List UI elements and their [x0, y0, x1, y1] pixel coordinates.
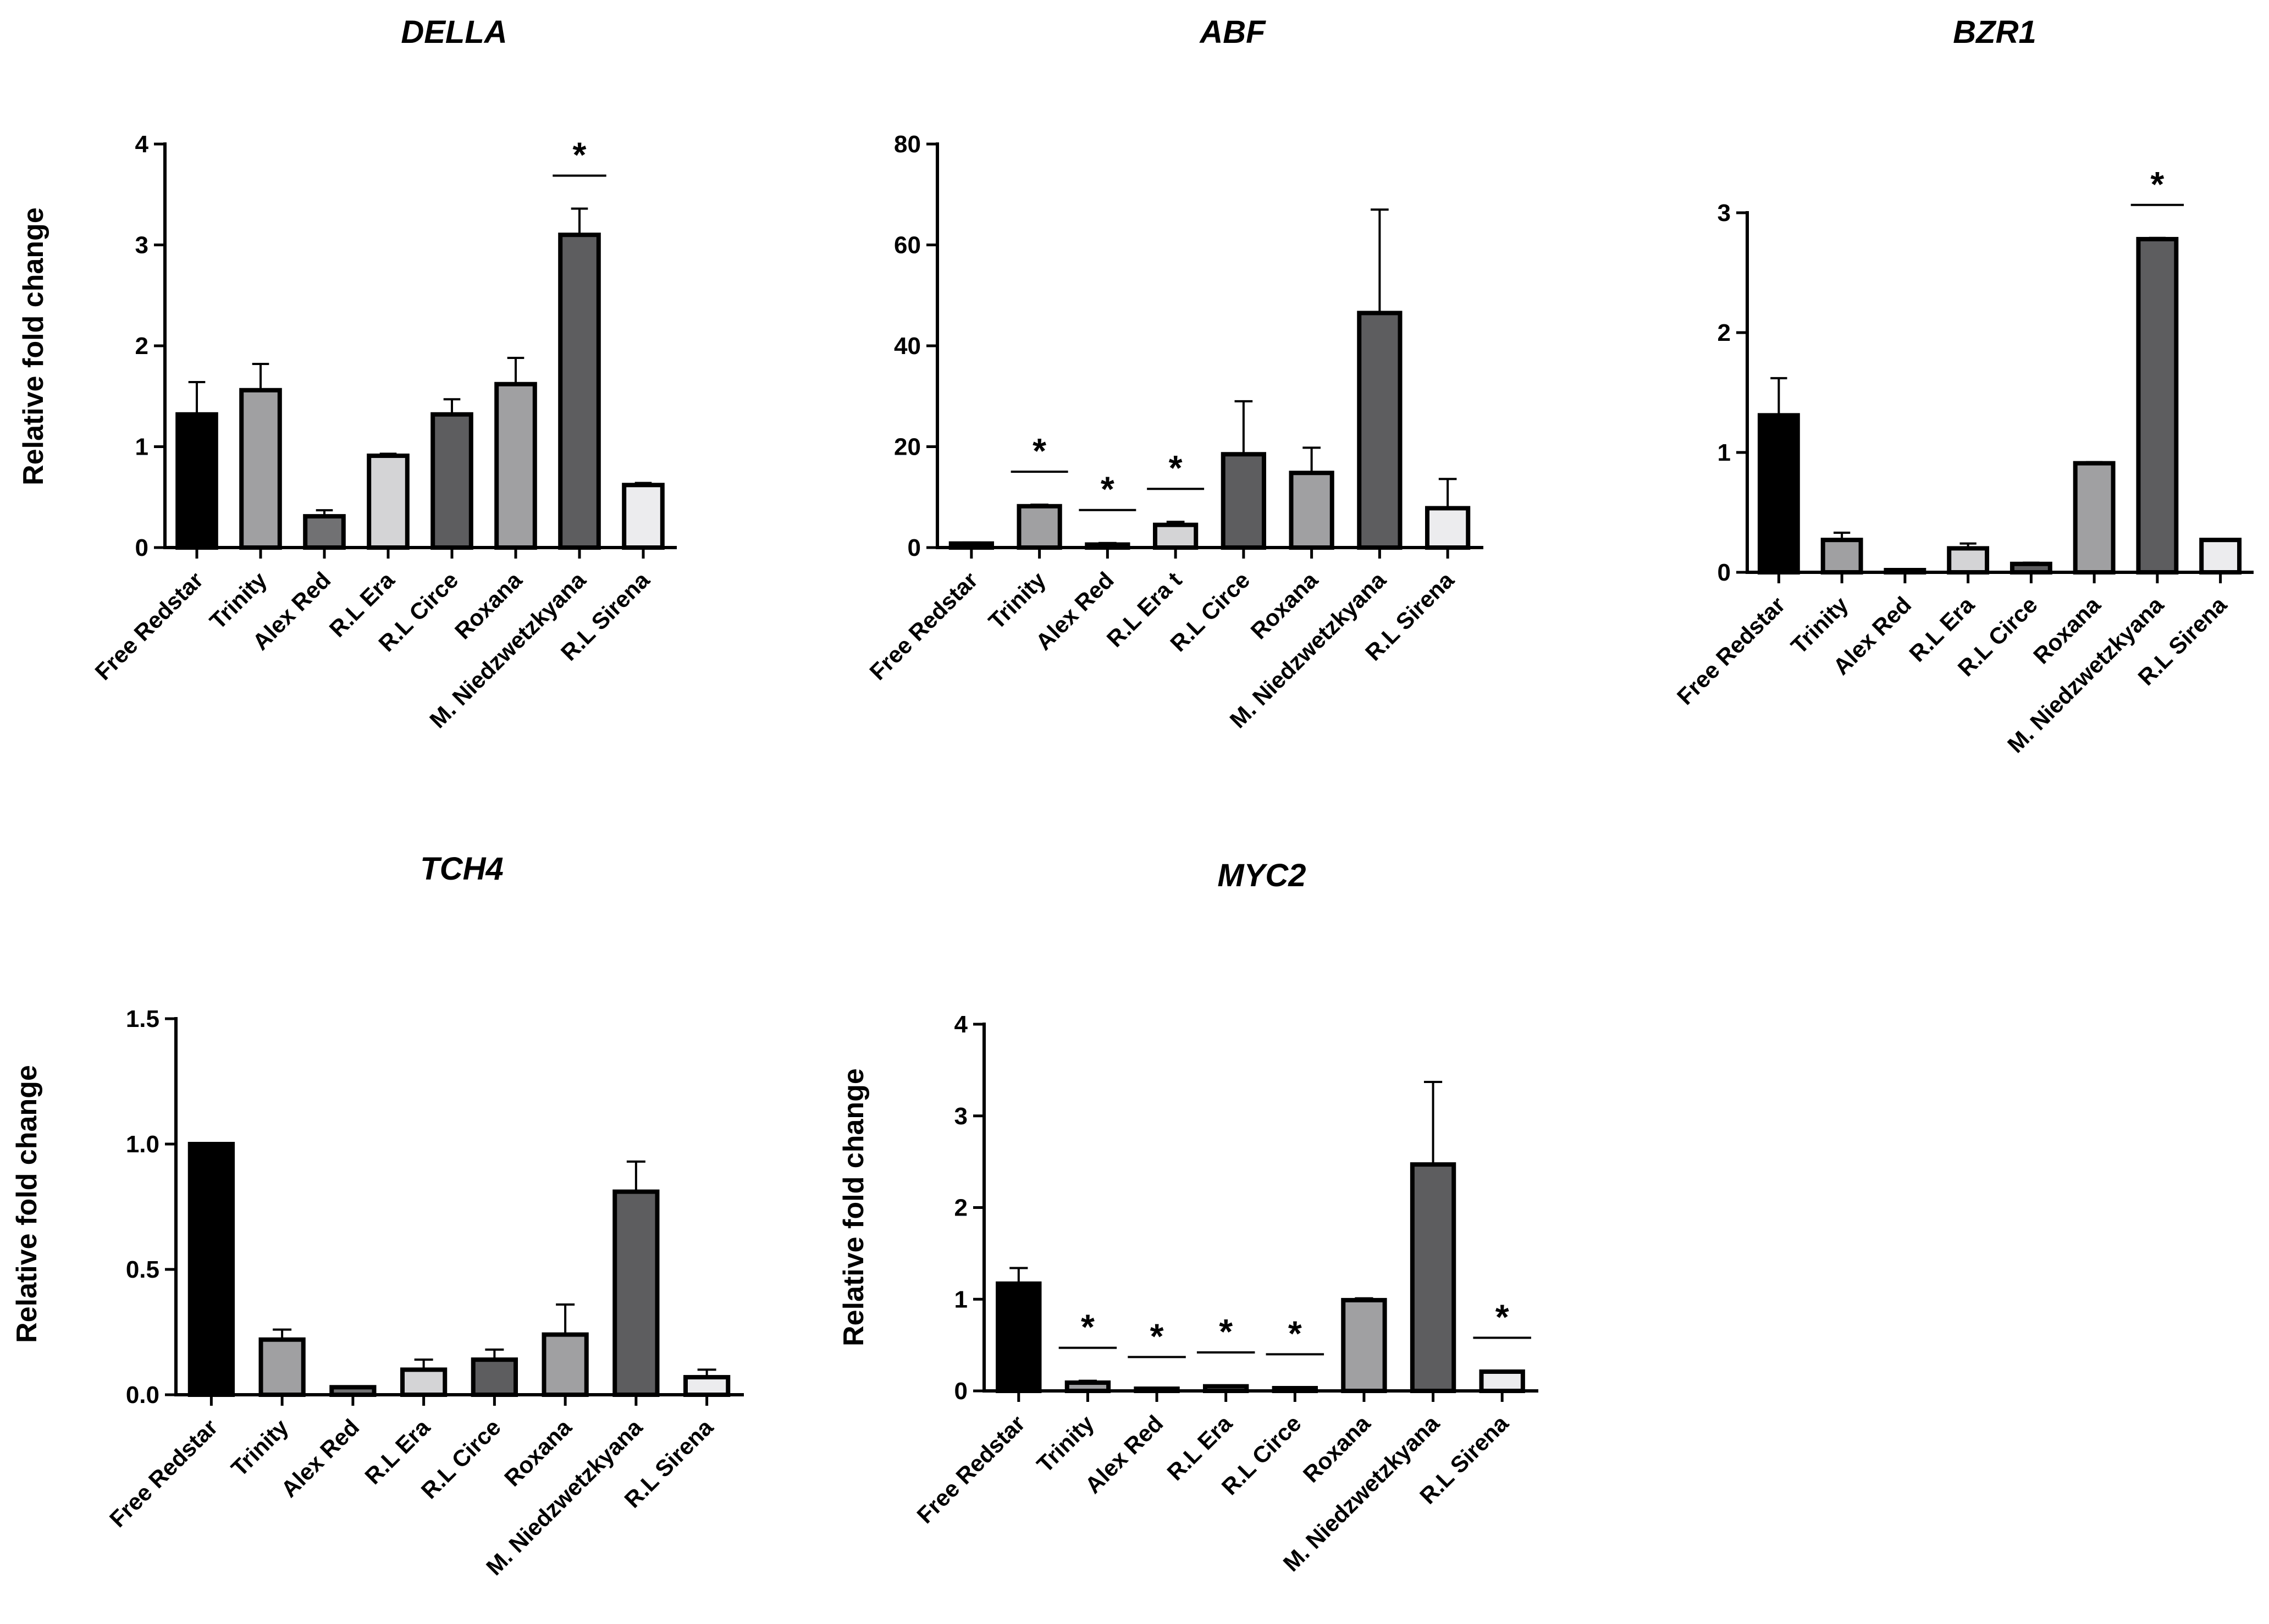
bar-7: [558, 233, 601, 550]
category-label: Trinity: [226, 1414, 294, 1482]
significance-star: *: [1101, 469, 1114, 509]
y-tick-label: 4: [135, 131, 149, 158]
bar-5: [1272, 1385, 1318, 1394]
y-tick-label: 2: [954, 1195, 968, 1222]
bar-1: [1757, 413, 1800, 575]
category-label: Free Redstar: [1672, 592, 1790, 710]
y-tick-label: 0.0: [126, 1382, 159, 1408]
bar-3: [329, 1385, 377, 1397]
bar-4: [1203, 1384, 1249, 1394]
chart-panel-1: DELLA Relative fold change 0 1 2 3 4 Free Redst…: [18, 14, 677, 733]
bar-4: [400, 1367, 448, 1397]
y-tick-label: 3: [954, 1103, 968, 1130]
chart-title: MYC2: [1217, 858, 1306, 893]
category-label: Trinity: [984, 567, 1051, 634]
chart-title: ABF: [1199, 14, 1266, 50]
bar-8: [622, 483, 665, 550]
category-label: Free Redstar: [104, 1414, 223, 1532]
category-label: Alex Red: [276, 1414, 364, 1502]
bar-7: [1357, 311, 1403, 550]
bar-6: [1341, 1297, 1387, 1393]
category-label: Trinity: [1031, 1410, 1099, 1478]
bar-1: [948, 541, 994, 550]
bar-1: [175, 412, 218, 550]
bar-6: [2073, 461, 2116, 575]
bar-2: [1064, 1380, 1111, 1393]
bar-2: [239, 388, 282, 550]
bar-2: [1017, 504, 1062, 550]
y-tick-label: 80: [894, 131, 921, 158]
y-tick-label: 1: [954, 1286, 968, 1313]
bar-7: [1410, 1162, 1456, 1393]
bar-7: [2136, 236, 2179, 575]
chart-panel-4: TCH4 Relative fold change 0.0 0.5 1.0 1.5 Free…: [11, 851, 744, 1580]
chart-title: BZR1: [1953, 14, 2036, 50]
bar-4: [1153, 522, 1199, 550]
significance-star: *: [1495, 1297, 1509, 1336]
bar-3: [1134, 1387, 1180, 1393]
chart-panel-5: MYC2 Relative fold change 0 1 2 3 4 Free Redsta…: [838, 858, 1538, 1576]
significance-star: *: [1150, 1316, 1164, 1356]
chart-title: DELLA: [401, 14, 507, 50]
bar-3: [1085, 542, 1130, 550]
y-tick-label: 2: [135, 333, 148, 360]
bar-5: [430, 412, 473, 550]
y-tick-label: 0: [954, 1378, 968, 1405]
y-tick-label: 4: [954, 1011, 968, 1038]
significance-star: *: [1288, 1313, 1302, 1353]
bar-2: [258, 1337, 306, 1397]
bar-7: [612, 1189, 660, 1397]
bar-8: [2199, 538, 2242, 575]
bar-1: [996, 1281, 1042, 1394]
bar-2: [1820, 538, 1863, 575]
bar-6: [542, 1332, 589, 1397]
significance-star: *: [1169, 448, 1183, 488]
y-tick-label: 0: [1718, 559, 1731, 586]
y-tick-label: 60: [894, 232, 921, 259]
y-axis-label: Relative fold change: [18, 207, 49, 485]
y-tick-label: 20: [894, 434, 921, 461]
significance-star: *: [573, 135, 587, 174]
significance-star: *: [1219, 1312, 1233, 1351]
bar-6: [494, 382, 537, 550]
bar-6: [1289, 471, 1334, 550]
bar-1: [187, 1142, 235, 1397]
y-tick-label: 3: [135, 232, 148, 259]
y-tick-label: 1.0: [126, 1131, 159, 1158]
bar-5: [471, 1357, 518, 1397]
y-tick-label: 3: [1718, 200, 1731, 227]
significance-star: *: [2150, 164, 2164, 204]
bar-4: [1947, 546, 1990, 575]
y-tick-label: 0: [908, 534, 921, 561]
significance-star: *: [1033, 431, 1046, 471]
y-tick-label: 2: [1718, 319, 1731, 346]
bar-4: [367, 454, 410, 550]
bar-5: [2009, 561, 2052, 575]
y-axis-label: Relative fold change: [11, 1065, 43, 1343]
bar-5: [1221, 452, 1266, 550]
y-tick-label: 1.5: [126, 1006, 159, 1032]
y-tick-label: 40: [894, 333, 921, 360]
bar-8: [1479, 1369, 1525, 1393]
y-axis-label: Relative fold change: [838, 1068, 870, 1346]
bar-3: [1884, 568, 1926, 575]
significance-star: *: [1081, 1307, 1095, 1347]
y-tick-label: 1: [1718, 439, 1731, 466]
y-tick-label: 0: [135, 534, 148, 561]
bar-8: [683, 1375, 731, 1397]
chart-title: TCH4: [420, 851, 503, 887]
category-label: Free Redstar: [864, 567, 982, 685]
bar-8: [1425, 506, 1471, 550]
bar-3: [303, 514, 346, 550]
category-label: Free Redstar: [912, 1410, 1030, 1528]
y-tick-label: 1: [135, 434, 148, 461]
y-tick-label: 0.5: [126, 1256, 159, 1283]
category-label: Free Redstar: [90, 567, 208, 685]
